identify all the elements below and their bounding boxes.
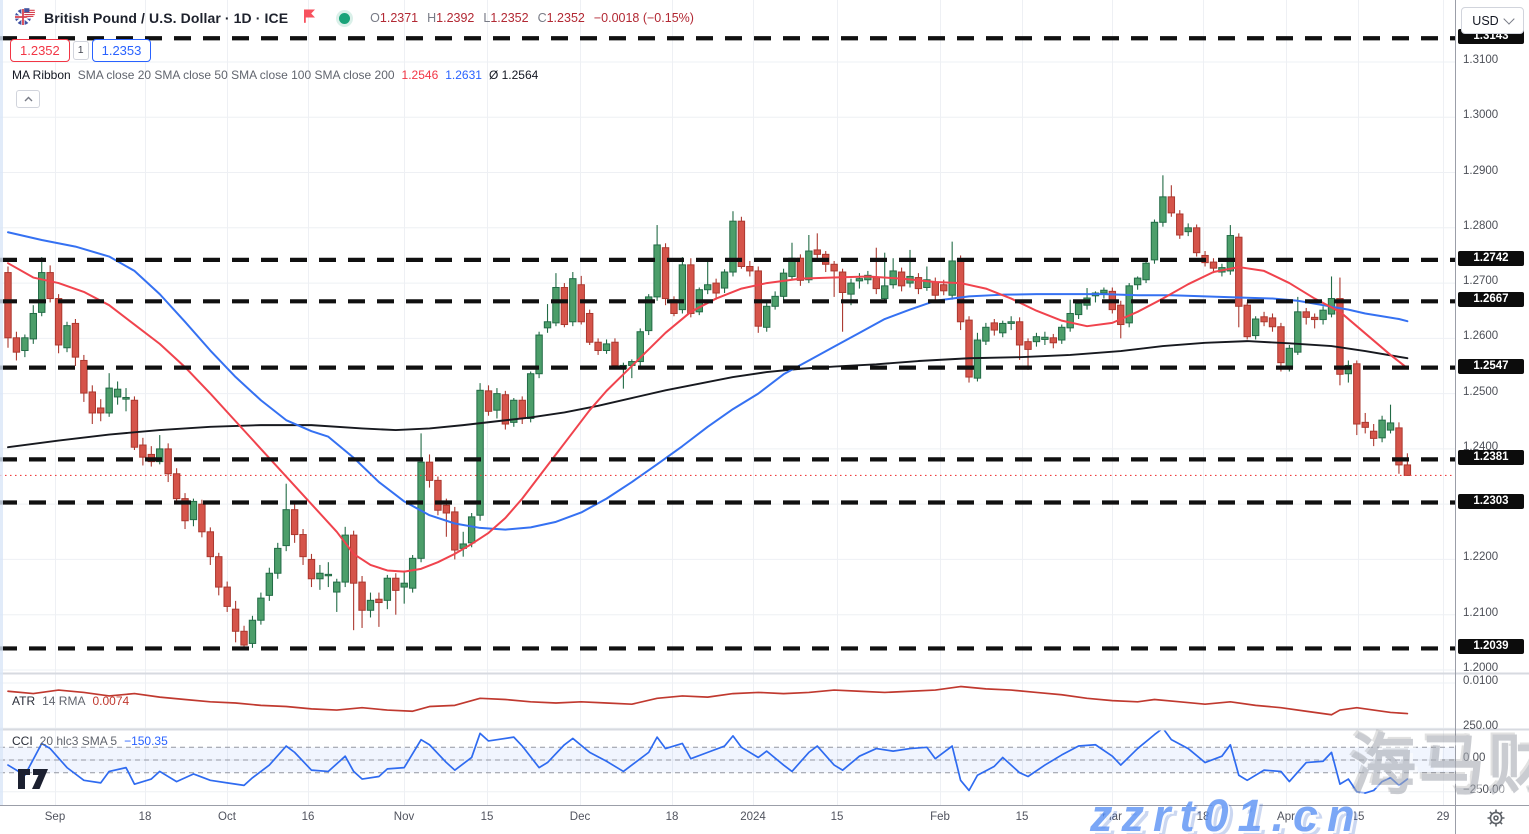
time-tick-label: Sep xyxy=(44,811,66,823)
time-tick-label: 18 xyxy=(138,811,152,823)
cci-title: CCI xyxy=(12,734,33,748)
time-tick-label: 15 xyxy=(830,811,844,823)
axis-settings-gear-icon[interactable] xyxy=(1486,808,1506,833)
tradingview-logo-icon[interactable] xyxy=(17,768,49,795)
cci-scale-label: −250.00 xyxy=(1463,783,1505,796)
symbol-header: British Pound / U.S. Dollar · 1D · ICE O… xyxy=(14,6,694,31)
atr-params: 14 RMA xyxy=(42,694,86,708)
price-tick-label: 1.3100 xyxy=(1463,54,1499,66)
symbol-title: British Pound / U.S. Dollar · 1D · ICE xyxy=(44,10,289,26)
cci-value: −150.35 xyxy=(124,734,168,748)
ma-mid-value: 1.2631 xyxy=(445,68,482,82)
price-level-badge: 1.2547 xyxy=(1458,358,1524,374)
cci-scale-label: 250.00 xyxy=(1463,720,1499,733)
price-tick-label: 1.2700 xyxy=(1463,275,1499,288)
ohlc-c: C1.2352 xyxy=(537,11,585,25)
red-flag-icon[interactable] xyxy=(302,8,317,29)
price-level-badge: 1.2667 xyxy=(1458,292,1524,308)
time-tick-label: 15 xyxy=(1351,811,1365,823)
collapse-legend-button[interactable] xyxy=(16,90,40,108)
time-tick-label: 15 xyxy=(480,811,494,823)
ma-fast-value: 1.2546 xyxy=(401,68,439,82)
time-tick-label: 16 xyxy=(301,811,315,823)
ohlc-h: H1.2392 xyxy=(427,11,475,25)
currency-dropdown[interactable]: USD xyxy=(1461,7,1524,34)
left-edge-strip xyxy=(0,0,3,805)
time-tick-label: 18 xyxy=(665,811,679,823)
time-tick-label: Dec xyxy=(569,811,591,823)
ma-ribbon-legend: MA Ribbon SMA close 20 SMA close 50 SMA … xyxy=(12,68,538,82)
change-readout: −0.0018 (−0.15%) xyxy=(593,11,694,25)
quote-panel: 1.2352 1 1.2353 xyxy=(10,39,152,62)
price-tick-label: 1.2900 xyxy=(1463,164,1499,177)
ohlc-l: L1.2352 xyxy=(483,11,529,25)
ma-average-value: Ø 1.2564 xyxy=(488,68,539,82)
sell-button[interactable]: 1.2352 xyxy=(10,39,70,62)
price-tick-label: 1.2500 xyxy=(1463,385,1499,398)
price-tick-label: 1.2400 xyxy=(1463,440,1499,453)
ma-ribbon-params: SMA close 20 SMA close 50 SMA close 100 … xyxy=(77,68,395,82)
spread-box: 1 xyxy=(72,41,89,60)
market-status-dot-icon xyxy=(339,12,351,24)
time-tick-label: 2024 xyxy=(740,811,766,823)
time-tick-label: Oct xyxy=(218,811,236,823)
time-tick-label: Apr xyxy=(1277,811,1295,823)
cci-params: 20 hlc3 SMA 5 xyxy=(39,734,118,748)
buy-button[interactable]: 1.2353 xyxy=(91,39,152,62)
ma-ribbon-title: MA Ribbon xyxy=(12,68,71,82)
gb-us-flag-icon xyxy=(14,6,36,31)
price-tick-label: 1.2600 xyxy=(1463,330,1499,343)
chevron-down-icon xyxy=(1503,13,1515,25)
atr-title: ATR xyxy=(12,694,36,708)
price-level-badge: 1.2381 xyxy=(1458,450,1524,466)
time-tick-label: Mar xyxy=(1102,811,1122,823)
price-level-badge: 1.2742 xyxy=(1458,250,1524,266)
atr-legend: ATR 14 RMA 0.0074 xyxy=(12,694,129,708)
currency-dropdown-label: USD xyxy=(1472,13,1499,28)
price-tick-label: 1.2200 xyxy=(1463,551,1499,564)
price-tick-label: 1.2800 xyxy=(1463,219,1499,232)
price-level-badge: 1.2303 xyxy=(1458,493,1524,509)
price-tick-label: 1.2000 xyxy=(1463,661,1499,674)
time-tick-label: 29 xyxy=(1436,811,1450,823)
price-tick-label: 1.3000 xyxy=(1463,109,1499,122)
atr-scale-label: 0.0100 xyxy=(1463,675,1499,687)
ohlc-o: O1.2371 xyxy=(370,11,419,25)
price-tick-label: 1.2100 xyxy=(1463,606,1499,619)
time-tick-label: 18 xyxy=(1196,811,1210,823)
price-level-badge: 1.2039 xyxy=(1458,639,1524,655)
cci-legend: CCI 20 hlc3 SMA 5 −150.35 xyxy=(12,734,168,748)
atr-value: 0.0074 xyxy=(92,694,130,708)
cci-scale-label: 0.00 xyxy=(1463,752,1486,764)
time-tick-label: Nov xyxy=(393,811,415,823)
ohlc-readout: O1.2371 H1.2392 L1.2352 C1.2352 −0.0018 (−0.… xyxy=(370,11,694,25)
time-tick-label: 15 xyxy=(1015,811,1029,823)
time-tick-label: Feb xyxy=(930,811,950,823)
